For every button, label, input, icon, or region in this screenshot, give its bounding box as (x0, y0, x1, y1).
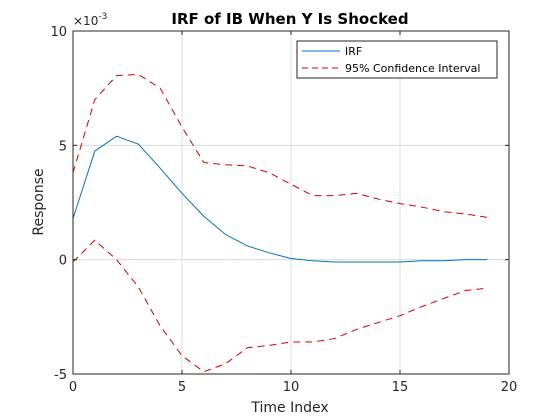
x-tick-label: 10 (283, 380, 300, 395)
series-ci-lower-line (72, 239, 488, 373)
legend-label-irf: IRF (345, 45, 362, 58)
series-irf-line (72, 135, 488, 263)
x-tick-label: 15 (392, 380, 409, 395)
y-axis-label: Response (31, 168, 47, 235)
legend: IRF 95% Confidence Interval (296, 40, 498, 79)
y-exponent-power: -3 (98, 12, 107, 22)
y-exponent-label: ×10-3 (73, 12, 107, 28)
y-tick-label: 5 (59, 139, 67, 154)
x-axis-label: Time Index (250, 400, 328, 416)
chart-title: IRF of IB When Y Is Shocked (171, 10, 408, 28)
ticks (72, 30, 510, 375)
x-tick-label: 0 (69, 380, 77, 395)
y-tick-label: 0 (59, 254, 67, 269)
x-tick-label: 5 (178, 380, 186, 395)
x-tick-label: 20 (501, 380, 518, 395)
legend-label-ci: 95% Confidence Interval (345, 62, 480, 75)
y-tick-label: 10 (50, 25, 67, 40)
series-layer (72, 73, 488, 373)
y-exponent-base: ×10 (73, 14, 98, 28)
y-tick-label: -5 (54, 368, 67, 383)
series-ci-upper-line (72, 73, 488, 218)
legend-box (296, 40, 498, 79)
